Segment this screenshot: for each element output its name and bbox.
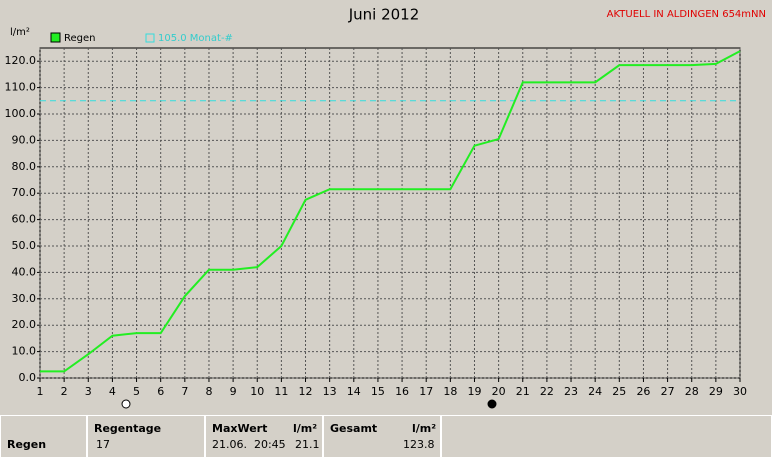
x-tick-label: 23 [564,385,578,398]
x-tick-label: 5 [133,385,140,398]
y-axis-label: l/m² [10,27,30,38]
x-tick-label: 24 [588,385,602,398]
value: 123.8 [403,438,435,451]
y-tick-label: 30.0 [12,292,37,305]
x-tick-label: 30 [733,385,747,398]
x-tick-label: 19 [467,385,481,398]
y-tick-label: 120.0 [5,54,37,67]
stats-cell: MaxWert l/m² 21.06. 20:45 21.1 [205,415,323,458]
x-tick-label: 29 [709,385,723,398]
x-tick-label: 26 [636,385,650,398]
x-tick-label: 13 [323,385,337,398]
x-tick-label: 17 [419,385,433,398]
y-tick-label: 70.0 [12,186,37,199]
x-tick-label: 18 [443,385,457,398]
stats-cell [441,415,772,458]
header: MaxWert [212,422,268,435]
x-tick-label: 12 [299,385,313,398]
x-tick-label: 10 [250,385,264,398]
chart-title: Juni 2012 [348,6,420,24]
x-tick-label: 21 [516,385,530,398]
y-tick-label: 60.0 [12,213,37,226]
header: l/m² [293,422,318,435]
value: 21.1 [295,438,320,451]
y-tick-label: 110.0 [5,81,37,94]
x-tick-label: 6 [157,385,164,398]
stats-cell: Gesamt l/m² 123.8 [323,415,441,458]
legend-label: Regen [64,33,96,44]
x-tick-label: 2 [61,385,68,398]
x-tick-label: 25 [612,385,626,398]
plot-frame [39,47,741,379]
stats-cell: Regentage 17 [87,415,205,458]
x-tick-label: 27 [661,385,675,398]
data-line [40,50,741,373]
x-tick-label: 3 [85,385,92,398]
y-tick-label: 90.0 [12,133,37,146]
y-tick-label: 0.0 [19,371,37,384]
stats-cell: Regen [0,415,87,458]
x-tick-label: 1 [37,385,44,398]
y-tick-label: 40.0 [12,265,37,278]
value: 21.06. 20:45 [212,438,286,451]
moon-icon [487,399,497,409]
row-label: Regen [7,438,47,451]
y-tick-label: 10.0 [12,345,37,358]
value: 17 [96,438,110,451]
legend-swatch [145,33,155,43]
x-tick-label: 7 [181,385,188,398]
x-tick-label: 22 [540,385,554,398]
y-tick-label: 50.0 [12,239,37,252]
x-tick-label: 20 [492,385,506,398]
x-tick-label: 14 [347,385,361,398]
moon-icon [121,399,131,409]
x-tick-label: 28 [685,385,699,398]
x-tick-label: 4 [109,385,116,398]
header: l/m² [412,422,437,435]
y-tick-label: 20.0 [12,318,37,331]
header: Gesamt [330,422,378,435]
x-tick-label: 15 [371,385,385,398]
x-tick-label: 8 [205,385,212,398]
x-tick-label: 9 [230,385,237,398]
legend-label: 105.0 Monat-# [158,33,233,44]
chart: Juni 2012 AKTUELL IN ALDINGEN 654mNN l/m… [5,6,766,409]
legend-swatch [50,32,61,43]
subtitle: AKTUELL IN ALDINGEN 654mNN [607,9,766,20]
header: Regentage [94,422,162,435]
x-tick-label: 11 [274,385,288,398]
y-tick-label: 100.0 [5,107,37,120]
x-tick-label: 16 [395,385,409,398]
y-tick-label: 80.0 [12,160,37,173]
